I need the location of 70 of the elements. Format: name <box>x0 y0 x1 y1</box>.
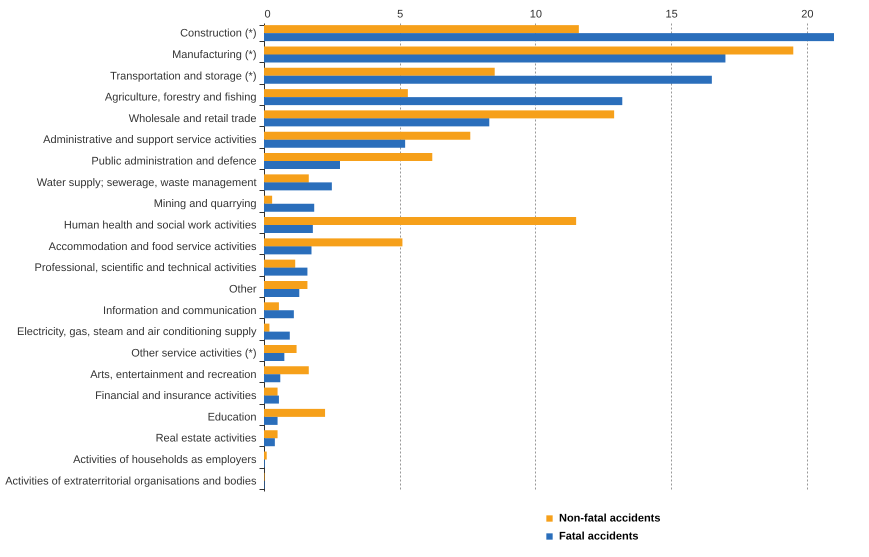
x-tick-label: 10 <box>530 8 542 20</box>
y-tick-label: Public administration and defence <box>91 156 256 168</box>
bar <box>264 25 579 34</box>
x-tick-label: 5 <box>397 8 404 20</box>
y-tick-label: Accommodation and food service activities <box>48 240 257 253</box>
y-tick-label: Administrative and support service activities <box>43 134 257 146</box>
bar <box>264 89 408 98</box>
bar <box>264 68 495 76</box>
bar <box>264 246 312 254</box>
bar <box>264 217 576 226</box>
bar <box>264 118 490 126</box>
bar <box>264 54 726 62</box>
bar <box>264 280 308 289</box>
bar <box>264 366 309 374</box>
bar <box>264 110 614 118</box>
bar <box>264 182 332 190</box>
bar <box>264 33 834 42</box>
bar <box>264 196 272 204</box>
bar <box>264 452 267 460</box>
x-tick-label: 0 <box>264 8 271 20</box>
y-tick-label: Electricity, gas, steam and air conditioning supply <box>17 326 257 338</box>
bar <box>264 396 279 404</box>
legend-label: Non-fatal accidents <box>559 512 660 524</box>
x-tick-label: 15 <box>666 8 678 20</box>
y-tick-label: Water supply; sewerage, waste management <box>36 176 256 189</box>
bar <box>264 288 300 297</box>
bar <box>264 161 340 170</box>
bar <box>264 374 280 382</box>
bar <box>264 174 309 182</box>
bar <box>264 332 290 340</box>
bar <box>264 438 275 446</box>
bar <box>264 238 402 246</box>
bar <box>264 76 712 84</box>
y-tick-label: Activities of extraterritorial organisations and bodies <box>5 475 257 488</box>
bar <box>264 153 432 162</box>
legend-label: Fatal accidents <box>559 530 638 542</box>
bar <box>264 388 278 396</box>
bar <box>264 132 470 140</box>
bar <box>264 416 278 425</box>
y-tick-label: Mining and quarrying <box>154 198 256 210</box>
y-tick-label: Agriculture, forestry and fishing <box>104 92 256 104</box>
y-tick-label: Other <box>228 283 257 296</box>
y-tick-label: Transportation and storage (*) <box>110 70 256 82</box>
y-tick-label: Construction (*) <box>180 28 256 40</box>
y-tick-label: Arts, entertainment and recreation <box>90 368 256 381</box>
y-tick-label: Other service activities (*) <box>131 347 256 360</box>
bar <box>264 408 326 417</box>
x-tick-label: 20 <box>801 8 814 20</box>
y-tick-label: Human health and social work activities <box>64 220 257 232</box>
bar <box>264 352 284 361</box>
bar <box>264 46 794 54</box>
y-tick-label: Wholesale and retail trade <box>128 112 256 125</box>
y-tick-label: Activities of households as employers <box>73 454 257 466</box>
y-tick-label: Information and communication <box>103 304 256 317</box>
y-tick-label: Financial and insurance activities <box>95 390 257 402</box>
bar <box>264 430 278 438</box>
y-tick-label: Professional, scientific and technical activities <box>34 262 257 274</box>
bar <box>264 310 294 318</box>
bar <box>264 97 622 106</box>
y-tick-label: Education <box>208 411 256 424</box>
y-tick-label: Manufacturing (*) <box>172 48 256 61</box>
bar <box>264 204 314 212</box>
bar <box>264 225 313 234</box>
bar <box>264 260 296 268</box>
y-tick-label: Real estate activities <box>156 432 257 445</box>
bar <box>264 324 270 332</box>
bar <box>264 344 297 353</box>
bar <box>264 140 406 148</box>
bar <box>264 268 308 276</box>
bar <box>264 302 279 310</box>
